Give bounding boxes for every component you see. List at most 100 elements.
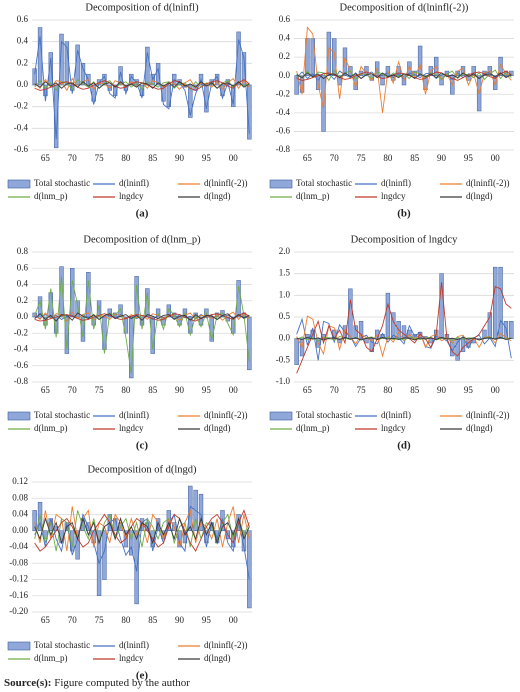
y-tick-label: -0.8 xyxy=(276,144,291,154)
y-tick-label: -0.4 xyxy=(276,107,291,117)
bar xyxy=(310,38,315,76)
legend-label: Total stochastic xyxy=(34,178,90,188)
x-tick-label: 65 xyxy=(41,615,51,625)
bar xyxy=(155,63,161,86)
bar xyxy=(247,316,252,371)
y-tick-label: -0.4 xyxy=(14,344,29,354)
panel-label: (c) xyxy=(136,440,149,452)
legend-label: d(lninfl(-2)) xyxy=(204,178,247,188)
line-series xyxy=(34,312,250,322)
y-tick-label: -0.6 xyxy=(14,144,29,154)
chart-title: Decomposition of d(lninfl(-2)) xyxy=(340,2,469,13)
y-tick-label: 0.2 xyxy=(17,295,28,305)
bar xyxy=(385,292,391,339)
x-tick-label: 70 xyxy=(330,153,340,163)
x-tick-label: 95 xyxy=(202,153,212,163)
x-tick-label: 85 xyxy=(148,153,158,163)
legend-label: lngdcy xyxy=(119,423,144,433)
bar xyxy=(487,312,493,339)
x-tick-label: 80 xyxy=(121,153,131,163)
bar xyxy=(294,75,299,95)
x-tick-label: 90 xyxy=(175,385,185,395)
line-series xyxy=(34,36,250,140)
legend-label: d(lninfl(-2)) xyxy=(466,410,509,420)
line-series xyxy=(34,78,250,92)
legend-label: d(lninfl) xyxy=(381,178,411,188)
bar xyxy=(294,338,299,365)
x-tick-label: 85 xyxy=(148,615,158,625)
bar xyxy=(471,66,476,76)
panel-label: (b) xyxy=(397,208,411,220)
bar xyxy=(70,268,75,318)
bar xyxy=(509,321,514,339)
y-tick-label: -0.04 xyxy=(9,541,28,551)
legend-swatch xyxy=(7,411,31,421)
y-tick-label: 0.4 xyxy=(17,279,29,289)
y-tick-label: 0.4 xyxy=(279,33,291,43)
y-tick-label: 2.0 xyxy=(279,246,291,256)
y-tick-label: 0.6 xyxy=(17,262,29,272)
line-series xyxy=(296,26,512,113)
panel-label: (d) xyxy=(397,440,411,452)
bar xyxy=(129,73,134,86)
y-tick-label: -0.16 xyxy=(9,590,28,600)
y-tick-label: 0.12 xyxy=(12,476,28,486)
caption: Source(s): Figure computed by the author xyxy=(4,677,190,689)
bar xyxy=(139,316,145,326)
y-tick-label: 0.8 xyxy=(17,246,29,256)
chart-panel: Decomposition of d(lnm_p) -0.8 -0.6 -0.4 -0.… xyxy=(7,234,252,452)
bar xyxy=(493,75,498,90)
x-tick-label: 80 xyxy=(121,385,131,395)
legend-label: d(lnm_p) xyxy=(34,191,68,201)
bar xyxy=(498,266,503,339)
y-tick-label: 0.4 xyxy=(17,36,29,46)
x-tick-label: 95 xyxy=(464,385,474,395)
legend-label: Total stochastic xyxy=(34,410,90,420)
y-tick-label: 0.0 xyxy=(279,70,291,80)
x-tick-label: 80 xyxy=(121,615,131,625)
bar xyxy=(498,56,503,76)
x-tick-label: 75 xyxy=(95,385,105,395)
y-tick-label: 1.5 xyxy=(279,268,291,278)
line-series xyxy=(34,276,250,374)
legend-label: d(lngd) xyxy=(204,423,231,433)
bar xyxy=(358,321,364,339)
y-tick-label: -0.08 xyxy=(9,557,28,567)
y-tick-label: 0.2 xyxy=(17,57,28,67)
bar xyxy=(80,316,86,342)
x-tick-label: 95 xyxy=(464,153,474,163)
y-tick-label: -1.0 xyxy=(276,376,291,386)
y-tick-label: -0.4 xyxy=(14,122,29,132)
y-tick-label: 0.04 xyxy=(12,509,28,519)
legend-label: d(lninfl) xyxy=(119,410,149,420)
legend-label: d(lninfl) xyxy=(119,640,149,650)
chart-panel: Decomposition of lngdcy -1.0 -0.5 0.0 0.5 1.0… xyxy=(269,234,514,452)
line-series xyxy=(34,510,250,552)
bar xyxy=(129,530,134,556)
y-tick-label: -0.12 xyxy=(9,574,28,584)
y-tick-label: 0.08 xyxy=(12,492,28,502)
x-tick-label: 00 xyxy=(491,385,501,395)
line-series xyxy=(296,282,512,374)
x-tick-label: 85 xyxy=(410,385,420,395)
x-tick-label: 90 xyxy=(175,615,185,625)
y-tick-label: 0.6 xyxy=(17,14,29,24)
x-tick-label: 90 xyxy=(175,153,185,163)
x-tick-label: 75 xyxy=(357,385,367,395)
chart-title: Decomposition of lngdcy xyxy=(351,234,458,245)
x-tick-label: 65 xyxy=(303,385,313,395)
bar xyxy=(32,68,37,86)
bar xyxy=(118,66,123,86)
y-tick-label: -0.2 xyxy=(14,101,28,111)
bar xyxy=(417,45,423,76)
x-tick-label: 70 xyxy=(68,153,78,163)
legend-label: lngdcy xyxy=(119,191,144,201)
x-tick-label: 85 xyxy=(148,385,158,395)
legend-label: d(lninfl(-2)) xyxy=(204,410,247,420)
bar xyxy=(134,276,139,318)
legend-label: d(lninfl(-2)) xyxy=(204,640,247,650)
x-tick-label: 70 xyxy=(330,385,340,395)
x-tick-label: 90 xyxy=(437,385,447,395)
x-tick-label: 95 xyxy=(202,385,212,395)
x-tick-label: 65 xyxy=(41,153,51,163)
